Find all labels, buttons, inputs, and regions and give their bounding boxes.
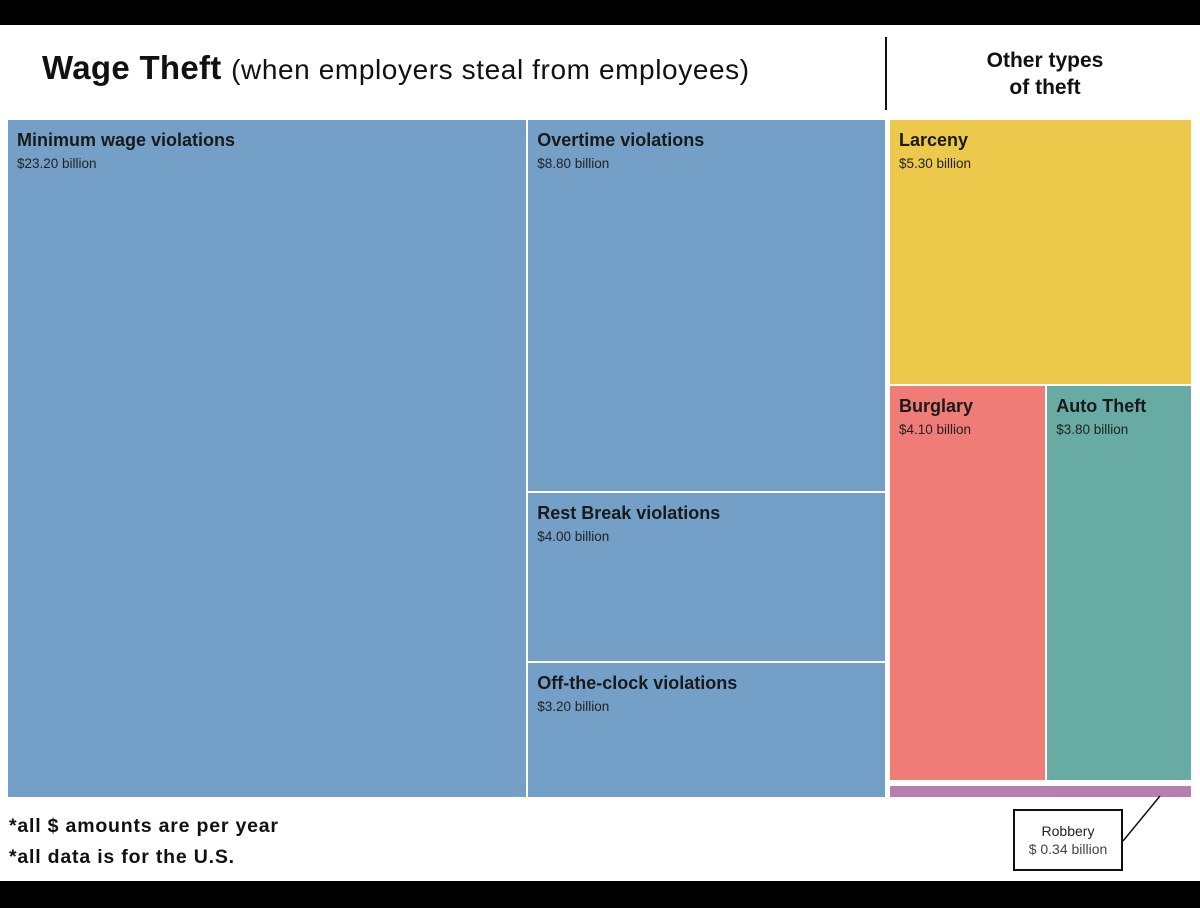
tile-rest-break-violations-value: $4.00 billion xyxy=(537,529,610,545)
other-theft-heading-line-1: Other types xyxy=(986,49,1104,72)
tile-auto-theft-label: Auto Theft xyxy=(1056,395,1147,416)
chart-title: Wage Theft (when employers steal from em… xyxy=(42,49,750,87)
chart-canvas: Wage Theft (when employers steal from em… xyxy=(0,25,1200,881)
tile-larceny-value: $5.30 billion xyxy=(899,156,972,171)
tile-overtime-violations-label: Overtime violations xyxy=(537,130,705,150)
chart-subtitle: (when employers steal from employees) xyxy=(231,54,750,85)
tile-auto-theft-value: $3.80 billion xyxy=(1056,421,1129,437)
tile-larceny: Larceny $5.30 billion xyxy=(889,119,1192,385)
tile-auto-theft: Auto Theft $3.80 billion xyxy=(1046,384,1192,781)
tile-overtime-violations-value: $8.80 billion xyxy=(537,156,610,171)
footnote-per-year: *all $ amounts are per year xyxy=(9,815,279,837)
title-divider xyxy=(885,37,887,110)
tile-burglary-value: $4.10 billion xyxy=(899,421,972,437)
tile-larceny-label: Larceny xyxy=(899,130,969,150)
tile-minimum-wage-violations-label: Minimum wage violations xyxy=(17,130,236,150)
chart-title-text: Wage Theft xyxy=(42,49,222,86)
tile-burglary-label: Burglary xyxy=(899,395,974,416)
other-theft-heading: Other types of theft xyxy=(935,47,1155,101)
robbery-callout: Robbery $ 0.34 billion xyxy=(1013,809,1123,871)
robbery-value: $ 0.34 billion xyxy=(1028,841,1108,857)
tile-off-the-clock-violations-value: $3.20 billion xyxy=(537,699,610,715)
tile-rest-break-violations-label: Rest Break violations xyxy=(537,503,721,524)
tile-off-the-clock-violations-label: Off-the-clock violations xyxy=(537,673,738,694)
other-theft-heading-line-2: of theft xyxy=(1009,76,1081,99)
footnote-us-data: *all data is for the U.S. xyxy=(9,846,235,868)
tile-overtime-violations: Overtime violations $8.80 billion xyxy=(527,119,886,493)
tile-minimum-wage-violations-value: $23.20 billion xyxy=(17,156,97,171)
robbery-leader-line xyxy=(1122,795,1161,842)
tile-minimum-wage-violations: Minimum wage violations $23.20 billion xyxy=(7,119,528,798)
tile-off-the-clock-violations: Off-the-clock violations $3.20 billion xyxy=(527,662,886,798)
tile-burglary: Burglary $4.10 billion xyxy=(889,384,1047,781)
robbery-label: Robbery xyxy=(1041,823,1095,839)
tile-rest-break-violations: Rest Break violations $4.00 billion xyxy=(527,492,886,663)
tile-robbery xyxy=(889,785,1192,798)
